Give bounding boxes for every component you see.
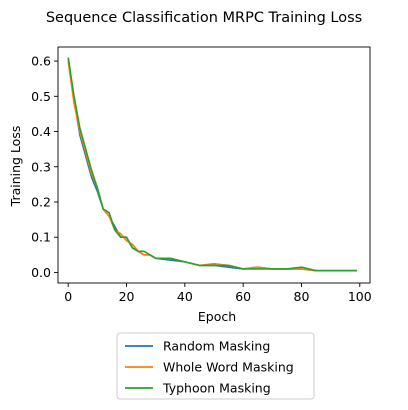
x-tick-label: 80 xyxy=(294,289,310,304)
y-tick-label: 0.4 xyxy=(31,124,51,139)
axes-frame xyxy=(57,46,371,284)
legend-label-3: Typhoon Masking xyxy=(162,381,271,396)
legend: Random Masking Whole Word Masking Typhoon … xyxy=(116,332,315,400)
series-line-2 xyxy=(67,60,357,272)
y-tick-label: 0.3 xyxy=(31,159,51,174)
plot-area: 0 20 40 60 80 100 0.0 0.1 0.2 0.3 0.4 0.5 0.6 xyxy=(31,46,372,304)
series-line-1 xyxy=(67,57,357,272)
x-tick-label: 0 xyxy=(64,289,72,304)
y-tick-label: 0.0 xyxy=(31,265,51,280)
chart-title: Sequence Classification MRPC Training Lo… xyxy=(46,10,362,26)
y-tick-label: 0.5 xyxy=(31,89,51,104)
x-tick-label: 100 xyxy=(348,289,372,304)
y-axis-label: Training Loss xyxy=(8,126,23,208)
legend-label-2: Whole Word Masking xyxy=(163,360,294,375)
x-tick-label: 60 xyxy=(235,289,251,304)
y-tick-label: 0.1 xyxy=(31,230,51,245)
series-line-3 xyxy=(67,57,357,272)
x-tick-label: 40 xyxy=(177,289,193,304)
y-tick-label: 0.6 xyxy=(31,54,51,69)
legend-label-1: Random Masking xyxy=(163,339,270,354)
legend-box xyxy=(116,332,315,400)
x-tick-label: 20 xyxy=(119,289,135,304)
x-axis-label: Epoch xyxy=(198,309,236,324)
y-tick-label: 0.2 xyxy=(31,194,51,209)
